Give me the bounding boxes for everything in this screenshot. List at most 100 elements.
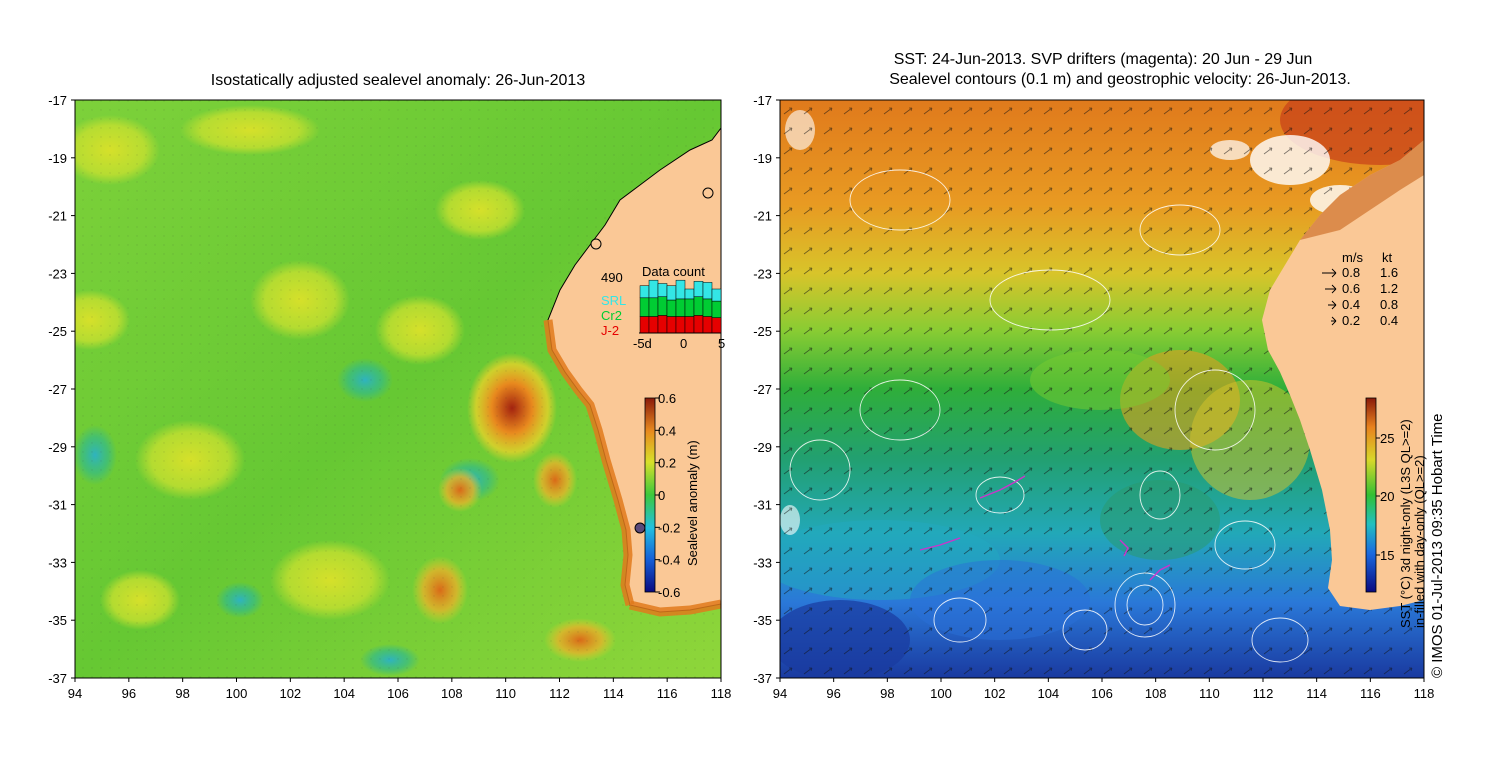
velocity-ms-value: 0.4	[1342, 297, 1360, 312]
left-x-tick: 116	[657, 686, 678, 701]
right-y-tick: -25	[753, 324, 772, 339]
left-y-tick: -21	[48, 209, 67, 224]
right-x-tick: 118	[1414, 686, 1435, 701]
sla-colorbar: 0.6 0.4 0.2 0 -0.2 -0.4 -0.6 Sealevel anomaly …	[644, 391, 700, 600]
count-bar-segment	[648, 279, 659, 299]
left-x-tick: 110	[495, 686, 516, 701]
left-y-tick: -35	[48, 613, 67, 628]
right-x-tick: 112	[1253, 686, 1274, 701]
count-bar-segment	[684, 298, 695, 317]
legend-cr2: Cr2	[601, 308, 622, 323]
right-x-tick: 98	[880, 686, 894, 701]
right-x-tick: 96	[826, 686, 840, 701]
velocity-kt-value: 0.4	[1380, 313, 1398, 328]
count-x-label-mid: 0	[680, 336, 687, 351]
legend-j2: J-2	[601, 323, 619, 338]
left-y-axis: -17 -19 -21 -23 -25 -27 -29 -31 -33 -35 -37	[48, 93, 75, 686]
left-x-tick: 104	[333, 686, 355, 701]
count-bar-segment	[711, 317, 722, 334]
count-bar-segment	[675, 279, 686, 300]
left-y-tick: -33	[48, 555, 67, 570]
right-x-tick: 100	[930, 686, 952, 701]
velocity-ms-value: 0.2	[1342, 313, 1360, 328]
right-y-tick: -29	[753, 440, 772, 455]
right-y-tick: -27	[753, 382, 772, 397]
left-y-tick: -19	[48, 151, 67, 166]
right-x-tick: 94	[773, 686, 787, 701]
left-x-tick: 114	[603, 686, 624, 701]
left-y-tick: -27	[48, 382, 67, 397]
sst-colorbar-tick: 20	[1380, 489, 1394, 504]
australia-land-right	[1262, 140, 1424, 610]
left-x-tick: 94	[68, 686, 82, 701]
sla-colorbar-tick: -0.4	[658, 553, 680, 568]
velocity-kt-value: 1.6	[1380, 265, 1398, 280]
data-count-max: 490	[601, 270, 623, 285]
svp-drifter-tracks	[919, 475, 1171, 581]
left-y-tick: -25	[48, 324, 67, 339]
count-bar-segment	[693, 315, 704, 334]
left-x-tick: 112	[549, 686, 570, 701]
sla-map	[75, 100, 721, 678]
count-bar-segment	[711, 300, 722, 318]
right-x-tick: 106	[1091, 686, 1113, 701]
velocity-arrow-icon	[1325, 284, 1337, 294]
right-x-axis: 94 96 98 100 102 104 106 108 110 112 114 116 118	[773, 678, 1435, 701]
count-bar-segment	[657, 283, 668, 297]
count-bar-segment	[702, 282, 713, 300]
sla-colorbar-tick: 0.4	[658, 423, 676, 438]
left-y-tick: -37	[48, 671, 67, 686]
count-bar-segment	[675, 298, 686, 317]
velocity-ms-value: 0.8	[1342, 265, 1360, 280]
right-x-tick: 108	[1145, 686, 1167, 701]
count-bar-segment	[639, 297, 650, 317]
left-x-tick: 96	[122, 686, 136, 701]
count-bar-segment	[666, 285, 677, 301]
count-x-label-start: -5d	[633, 336, 652, 351]
right-y-tick: -19	[753, 151, 772, 166]
left-y-tick: -31	[48, 498, 67, 513]
count-bar-segment	[675, 316, 686, 334]
velocity-header-ms: m/s	[1342, 250, 1363, 265]
right-x-tick: 104	[1037, 686, 1059, 701]
sla-colorbar-label: Sealevel anomaly (m)	[685, 440, 700, 566]
count-bar-segment	[684, 288, 695, 300]
right-map-title-line2: Sealevel contours (0.1 m) and geostrophi…	[889, 71, 1351, 88]
count-bar-segment	[657, 315, 668, 334]
right-x-tick: 114	[1306, 686, 1327, 701]
sst-map	[780, 100, 1424, 678]
count-bar-segment	[684, 316, 695, 334]
right-y-tick: -21	[753, 209, 772, 224]
sst-colorbar-tick: 15	[1380, 548, 1394, 563]
left-x-tick: 108	[441, 686, 463, 701]
left-x-axis: 94 96 98 100 102 104 106 108 110 112 114 116 118	[68, 678, 731, 701]
data-count-inset: 490 Data count SRL Cr2 J-2 -5d 0 5	[601, 264, 725, 351]
count-bar-segment	[648, 316, 659, 334]
left-y-tick: -17	[48, 93, 67, 108]
data-count-bars	[639, 279, 722, 334]
left-x-tick: 98	[175, 686, 189, 701]
right-x-tick: 102	[984, 686, 1006, 701]
right-y-axis: -17 -19 -21 -23 -25 -27 -29 -31 -33 -35 -37	[753, 93, 780, 686]
count-bar-segment	[702, 316, 713, 334]
velocity-ms-value: 0.6	[1342, 281, 1360, 296]
velocity-kt-value: 1.2	[1380, 281, 1398, 296]
count-bar-segment	[639, 316, 650, 334]
velocity-arrow-icon	[1322, 268, 1337, 278]
sla-colorbar-tick: -0.6	[658, 585, 680, 600]
count-bar-segment	[693, 281, 704, 297]
right-y-tick: -17	[753, 93, 772, 108]
left-x-tick: 106	[387, 686, 409, 701]
velocity-legend: m/s kt 0.8 1.60.6 1.20.4 0.80.2 0.4	[1322, 250, 1398, 328]
count-bar-segment	[648, 297, 659, 317]
left-map-title: Isostatically adjusted sealevel anomaly:…	[210, 72, 586, 89]
count-bar-segment	[666, 299, 677, 317]
sla-colorbar-tick: 0	[658, 488, 665, 503]
count-bar-segment	[693, 296, 704, 316]
sst-colorbar-label-line1: SST (°C) 3d night-only (L3S QL>=2)	[1398, 419, 1413, 628]
count-x-label-end: 5	[718, 336, 725, 351]
velocity-kt-value: 0.8	[1380, 297, 1398, 312]
velocity-arrow-icon	[1328, 300, 1337, 310]
right-y-tick: -37	[753, 671, 772, 686]
